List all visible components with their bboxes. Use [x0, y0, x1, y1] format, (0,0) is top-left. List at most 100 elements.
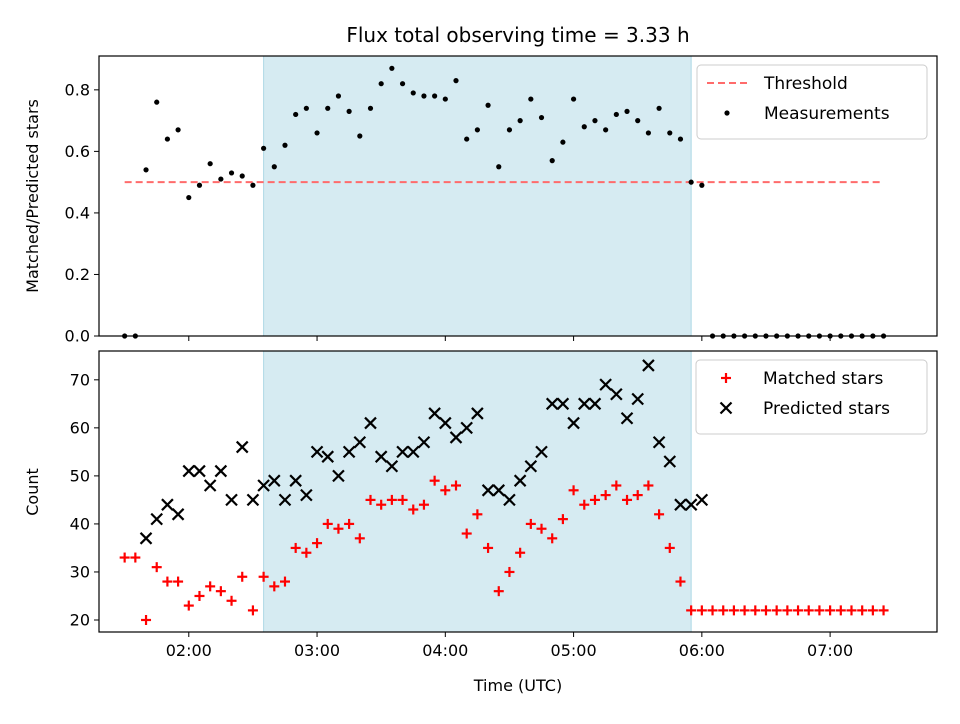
data-point — [581, 124, 587, 130]
data-point — [760, 605, 771, 616]
data-point — [214, 464, 228, 478]
y-axis-label-bottom: Count — [23, 468, 42, 516]
data-point — [485, 102, 491, 108]
data-point — [312, 538, 323, 549]
data-point — [321, 450, 335, 463]
data-point — [282, 142, 288, 148]
data-point — [603, 127, 609, 133]
data-point — [205, 581, 216, 592]
data-point — [333, 523, 344, 534]
y-tick-label: 0.0 — [65, 327, 90, 346]
data-point — [354, 533, 365, 544]
data-point — [577, 397, 591, 411]
x-tick-label: 06:00 — [679, 641, 725, 660]
legend-bottom: Matched stars Predicted stars — [695, 359, 928, 435]
data-point — [656, 105, 662, 111]
data-point — [481, 484, 495, 497]
data-point — [374, 450, 388, 463]
data-point — [183, 600, 194, 611]
data-point — [332, 469, 345, 483]
data-point — [247, 605, 258, 616]
data-point — [782, 605, 793, 616]
x-tick-label: 05:00 — [551, 641, 597, 660]
data-point — [515, 547, 526, 558]
legend-swatch — [719, 401, 733, 415]
data-point — [600, 490, 611, 501]
data-point — [418, 499, 429, 510]
data-point — [611, 480, 622, 491]
data-point — [635, 118, 641, 124]
data-point — [525, 518, 536, 529]
data-point — [186, 194, 192, 201]
data-point — [322, 518, 333, 529]
data-point — [560, 139, 566, 145]
data-point — [464, 136, 470, 142]
data-point — [300, 488, 313, 502]
data-point — [271, 164, 277, 170]
y-tick-label: 0.4 — [65, 203, 90, 222]
data-point — [803, 605, 814, 616]
x-axis-label: Time (UTC) — [473, 676, 562, 695]
data-point — [194, 590, 205, 601]
data-point — [417, 435, 431, 449]
y-axis-label-top: Matched/Predicted stars — [23, 99, 42, 293]
background-layer — [263, 55, 692, 633]
data-point — [237, 571, 248, 582]
data-point — [549, 158, 555, 164]
data-point — [667, 130, 673, 136]
data-point — [141, 614, 152, 625]
y-tick-label: 0.2 — [65, 265, 90, 284]
legend-box — [696, 64, 928, 140]
data-point — [151, 562, 162, 573]
data-point — [397, 494, 408, 505]
data-point — [528, 96, 534, 102]
legend-swatch — [721, 373, 731, 383]
data-point — [517, 118, 523, 124]
data-point — [314, 130, 320, 136]
data-point — [664, 542, 675, 553]
data-point — [624, 108, 630, 114]
data-point — [325, 105, 331, 111]
data-point — [857, 605, 868, 616]
data-point — [825, 605, 836, 616]
data-point — [203, 479, 217, 492]
data-point — [579, 499, 590, 510]
data-point — [846, 605, 857, 616]
data-point — [451, 480, 462, 491]
data-point — [173, 576, 184, 587]
data-point — [344, 518, 355, 529]
legend-label: Threshold — [763, 74, 848, 94]
data-point — [556, 397, 570, 411]
data-point — [536, 523, 547, 534]
legend-layer: Threshold Measurements Matched stars Predic… — [695, 64, 928, 435]
data-point — [293, 111, 299, 118]
data-point — [610, 387, 623, 401]
data-point — [699, 182, 705, 188]
data-point — [429, 475, 440, 486]
data-point — [696, 605, 707, 616]
x-tick-label: 07:00 — [807, 641, 853, 660]
data-point — [290, 542, 301, 553]
data-point — [695, 493, 709, 507]
data-point — [342, 445, 356, 459]
observing-window-span — [263, 350, 692, 633]
data-point — [524, 460, 538, 473]
series-predicted-stars — [139, 359, 709, 545]
data-point — [461, 528, 472, 539]
data-point — [428, 407, 441, 420]
data-point — [440, 485, 451, 496]
data-point — [257, 479, 270, 492]
data-point — [226, 595, 237, 606]
data-point — [483, 542, 494, 553]
data-point — [378, 81, 384, 87]
data-point — [471, 407, 484, 420]
data-point — [453, 78, 459, 84]
text-layer: Flux total observing time = 3.33 h Time … — [23, 23, 690, 695]
data-point — [592, 118, 598, 124]
data-point — [493, 586, 504, 597]
y-tick-label: 0.6 — [65, 142, 90, 161]
data-point — [258, 571, 269, 582]
data-point — [675, 576, 686, 587]
data-point — [218, 176, 224, 182]
data-point — [175, 127, 181, 133]
